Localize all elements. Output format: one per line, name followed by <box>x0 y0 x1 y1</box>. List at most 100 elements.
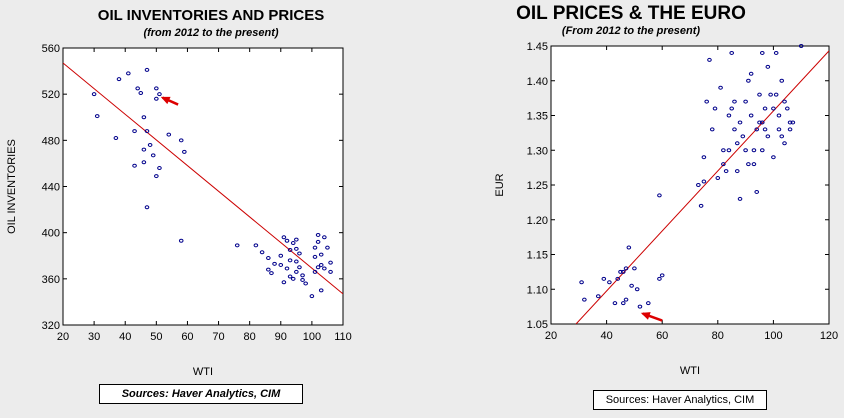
right-data-point <box>620 269 626 274</box>
left-chart-title: OIL INVENTORIES AND PRICES <box>97 7 325 24</box>
right-data-point <box>582 297 587 302</box>
left-data-point <box>126 71 131 76</box>
left-data-point <box>284 238 290 243</box>
right-data-point <box>771 155 776 160</box>
left-data-point <box>94 114 100 119</box>
left-data-point <box>322 266 327 271</box>
left-data-point <box>166 132 172 137</box>
left-x-tick-label: 100 <box>303 331 321 343</box>
left-data-point <box>312 269 318 274</box>
right-data-point <box>746 162 751 167</box>
left-data-point <box>294 259 299 264</box>
left-data-point <box>135 86 140 91</box>
right-data-point <box>698 203 704 208</box>
left-x-tick-label: 30 <box>88 331 100 343</box>
right-data-point <box>740 134 746 139</box>
right-x-axis-label: WTI <box>680 365 700 377</box>
left-data-point <box>297 265 302 270</box>
right-data-point <box>757 92 762 97</box>
right-data-point <box>709 127 715 132</box>
left-data-point <box>141 147 147 152</box>
left-data-point <box>281 235 287 240</box>
right-data-point <box>787 120 793 125</box>
left-data-point <box>113 136 119 141</box>
right-x-tick-label: 40 <box>600 330 612 342</box>
right-data-point <box>782 99 787 104</box>
right-data-point <box>634 287 640 292</box>
right-data-point <box>620 301 626 306</box>
right-y-tick-label: 1.35 <box>527 111 548 123</box>
right-x-tick-label: 100 <box>764 330 782 342</box>
right-regression-line <box>575 50 829 324</box>
left-data-point <box>157 92 162 97</box>
right-data-point <box>659 273 665 278</box>
right-data-point <box>779 134 785 139</box>
right-data-point <box>762 127 768 132</box>
right-data-point <box>790 120 796 125</box>
right-data-point <box>601 276 607 281</box>
left-data-point <box>287 258 293 263</box>
right-data-point <box>729 106 735 111</box>
right-data-point <box>721 148 726 153</box>
right-x-tick-label: 20 <box>545 330 557 342</box>
right-arrow-head <box>640 312 651 320</box>
right-y-tick-label: 1.30 <box>527 145 548 157</box>
left-data-point <box>178 238 184 243</box>
left-x-tick-label: 60 <box>181 331 193 343</box>
left-x-tick-label: 80 <box>244 331 256 343</box>
left-y-tick-label: 560 <box>42 43 60 55</box>
left-data-point <box>278 262 284 267</box>
left-data-point <box>266 267 271 272</box>
left-y-tick-label: 320 <box>42 320 60 332</box>
right-y-tick-label: 1.40 <box>527 76 548 88</box>
right-data-point <box>632 266 637 271</box>
right-x-tick-label: 120 <box>820 330 838 342</box>
left-data-point <box>272 261 277 266</box>
left-data-point <box>266 256 271 261</box>
left-data-point <box>290 241 296 246</box>
left-data-point <box>144 205 150 210</box>
left-y-tick-label: 520 <box>42 89 60 101</box>
right-data-point <box>623 297 629 302</box>
left-data-point <box>141 115 147 120</box>
right-data-point <box>701 155 707 160</box>
right-data-point <box>759 148 765 153</box>
right-data-point <box>696 183 701 187</box>
right-data-point <box>657 193 662 198</box>
left-x-tick-label: 70 <box>212 331 224 343</box>
left-data-point <box>269 271 274 276</box>
right-data-point <box>743 99 748 104</box>
left-data-point <box>154 96 159 101</box>
right-data-point <box>729 50 735 55</box>
right-data-point <box>612 301 618 306</box>
left-y-tick-label: 400 <box>42 228 60 240</box>
left-y-tick-label: 440 <box>42 182 60 194</box>
right-data-point <box>779 78 785 83</box>
right-scatter-plot: 20 40 60 80 100 120 1.05 1.10 1.15 1.20 1.25 1.30 1.… <box>494 41 838 377</box>
left-x-axis-label: WTI <box>193 366 213 378</box>
left-x-tick-label: 110 <box>334 331 352 343</box>
right-data-point <box>757 120 762 125</box>
left-x-tick-label: 50 <box>150 331 162 343</box>
left-data-point <box>150 153 156 158</box>
left-data-point <box>325 245 330 250</box>
right-data-point <box>732 127 737 132</box>
right-data-point <box>715 176 721 181</box>
left-data-point <box>116 77 122 82</box>
right-data-point <box>782 141 787 146</box>
left-data-point <box>318 288 324 293</box>
left-data-point <box>309 294 315 299</box>
right-data-point <box>773 92 779 97</box>
right-x-tick-label: 80 <box>712 330 724 342</box>
left-data-point <box>294 246 299 251</box>
left-regression-line <box>63 62 343 295</box>
right-chart-subtitle: (From 2012 to the present) <box>561 25 701 37</box>
left-data-point <box>312 245 318 250</box>
right-data-point <box>704 99 709 104</box>
right-data-point <box>718 85 723 90</box>
left-data-point <box>315 239 321 244</box>
right-data-point <box>768 92 773 97</box>
right-data-point <box>759 120 765 125</box>
right-y-axis-label: EUR <box>494 173 506 196</box>
left-data-point <box>138 91 144 96</box>
